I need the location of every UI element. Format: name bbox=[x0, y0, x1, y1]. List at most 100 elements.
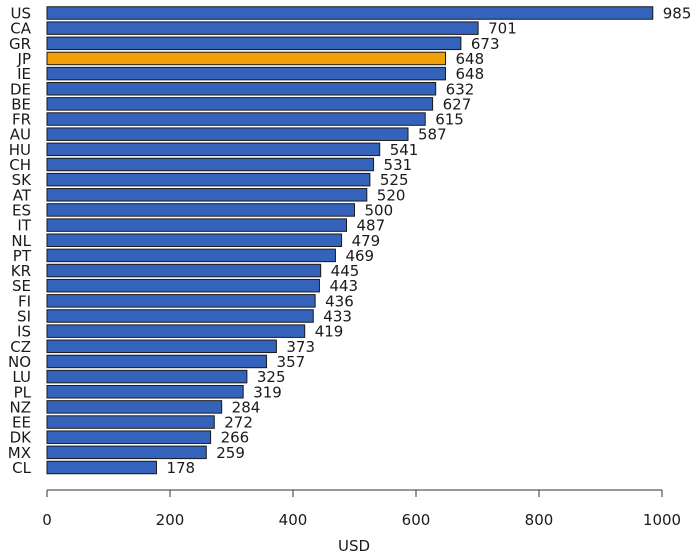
category-label-se: SE bbox=[12, 277, 31, 295]
value-label-at: 520 bbox=[377, 186, 406, 204]
x-axis-title: USD bbox=[338, 537, 370, 555]
bar-lu bbox=[46, 369, 248, 384]
category-label-lu: LU bbox=[12, 368, 31, 386]
category-label-cl: CL bbox=[12, 459, 31, 477]
bar-it bbox=[46, 218, 347, 232]
bar-fr bbox=[46, 112, 426, 126]
bar-ch bbox=[46, 157, 375, 172]
category-label-es: ES bbox=[12, 201, 31, 219]
category-label-cz: CZ bbox=[10, 338, 31, 356]
bar-fi bbox=[46, 294, 316, 308]
bars-group bbox=[46, 6, 654, 475]
bar-de bbox=[46, 82, 437, 96]
category-label-fr: FR bbox=[12, 111, 31, 129]
category-label-sk: SK bbox=[12, 171, 33, 189]
category-label-ch: CH bbox=[9, 156, 31, 174]
category-label-it: IT bbox=[17, 217, 31, 235]
x-tick-label-600: 600 bbox=[402, 511, 431, 529]
bar-si bbox=[46, 309, 314, 323]
value-label-ch: 531 bbox=[384, 156, 413, 174]
value-label-dk: 266 bbox=[221, 429, 250, 447]
category-label-pl: PL bbox=[14, 383, 32, 401]
value-label-ca: 701 bbox=[488, 20, 517, 38]
x-tick-label-1000: 1000 bbox=[643, 511, 681, 529]
value-label-us: 985 bbox=[663, 5, 692, 23]
bar-at bbox=[46, 188, 368, 202]
value-label-se: 443 bbox=[329, 277, 358, 295]
value-labels-group: 9857016736486486326276155875415315255205… bbox=[166, 5, 691, 478]
category-label-ca: CA bbox=[10, 20, 31, 38]
value-label-es: 500 bbox=[365, 201, 394, 219]
category-label-no: NO bbox=[8, 353, 31, 371]
bar-mx bbox=[46, 445, 207, 460]
value-label-ie: 648 bbox=[456, 65, 485, 83]
x-axis: 0 200 400 600 800 1000 bbox=[42, 489, 681, 529]
value-label-is: 419 bbox=[315, 323, 344, 341]
bar-es bbox=[46, 203, 355, 217]
category-label-is: IS bbox=[17, 323, 31, 341]
value-label-pt: 469 bbox=[345, 247, 374, 265]
category-label-fi: FI bbox=[18, 292, 31, 310]
value-label-sk: 525 bbox=[380, 171, 409, 189]
category-label-au: AU bbox=[10, 126, 31, 144]
x-tick-label-800: 800 bbox=[525, 511, 554, 529]
bar-cl bbox=[46, 460, 157, 475]
category-label-gr: GR bbox=[9, 35, 31, 53]
x-tick-label-200: 200 bbox=[156, 511, 185, 529]
category-label-hu: HU bbox=[9, 141, 31, 159]
value-label-cl: 178 bbox=[166, 459, 195, 477]
category-label-mx: MX bbox=[8, 444, 31, 462]
value-label-be: 627 bbox=[443, 95, 472, 113]
value-label-de: 632 bbox=[446, 80, 475, 98]
value-label-gr: 673 bbox=[471, 35, 500, 53]
category-label-ie: IE bbox=[17, 65, 31, 83]
value-label-fi: 436 bbox=[325, 292, 354, 310]
category-label-pt: PT bbox=[13, 247, 32, 265]
bar-be bbox=[46, 97, 434, 111]
value-label-jp: 648 bbox=[456, 50, 485, 68]
category-label-nz: NZ bbox=[10, 398, 32, 416]
category-label-kr: KR bbox=[11, 262, 31, 280]
bar-nz bbox=[46, 400, 223, 414]
bar-pl bbox=[46, 385, 244, 399]
value-label-lu: 325 bbox=[257, 368, 286, 386]
bar-ca bbox=[46, 21, 479, 35]
value-label-pl: 319 bbox=[253, 383, 282, 401]
value-label-fr: 615 bbox=[435, 111, 464, 129]
value-label-au: 587 bbox=[418, 126, 447, 144]
category-label-us: US bbox=[10, 5, 31, 23]
bar-cz bbox=[46, 339, 277, 354]
value-label-ee: 272 bbox=[224, 414, 253, 432]
category-label-dk: DK bbox=[10, 429, 33, 447]
value-label-no: 357 bbox=[277, 353, 306, 371]
bar-no bbox=[46, 354, 268, 369]
bar-sk bbox=[46, 172, 371, 187]
bar-au bbox=[46, 127, 409, 141]
value-label-cz: 373 bbox=[286, 338, 315, 356]
bar-ee bbox=[46, 415, 215, 429]
bar-gr bbox=[46, 36, 462, 51]
category-label-si: SI bbox=[17, 308, 31, 326]
bar-hu bbox=[46, 142, 381, 157]
category-labels-group: USCAGRJPIEDEBEFRAUHUCHSKATESITNLPTKRSEFI… bbox=[8, 5, 32, 478]
value-label-si: 433 bbox=[323, 308, 352, 326]
x-tick-label-0: 0 bbox=[42, 511, 52, 529]
category-label-ee: EE bbox=[12, 414, 31, 432]
bar-jp bbox=[46, 51, 447, 66]
value-label-nl: 479 bbox=[352, 232, 381, 250]
bar-us bbox=[46, 6, 654, 20]
value-label-it: 487 bbox=[357, 217, 386, 235]
category-label-nl: NL bbox=[11, 232, 31, 250]
bar-pt bbox=[46, 248, 336, 263]
value-label-kr: 445 bbox=[331, 262, 360, 280]
value-label-hu: 541 bbox=[390, 141, 419, 159]
category-label-at: AT bbox=[13, 186, 32, 204]
category-label-be: BE bbox=[11, 95, 31, 113]
bar-nl bbox=[46, 233, 343, 247]
category-label-jp: JP bbox=[17, 50, 31, 68]
category-label-de: DE bbox=[10, 80, 31, 98]
value-label-mx: 259 bbox=[216, 444, 245, 462]
x-tick-label-400: 400 bbox=[279, 511, 308, 529]
bar-dk bbox=[46, 430, 212, 444]
